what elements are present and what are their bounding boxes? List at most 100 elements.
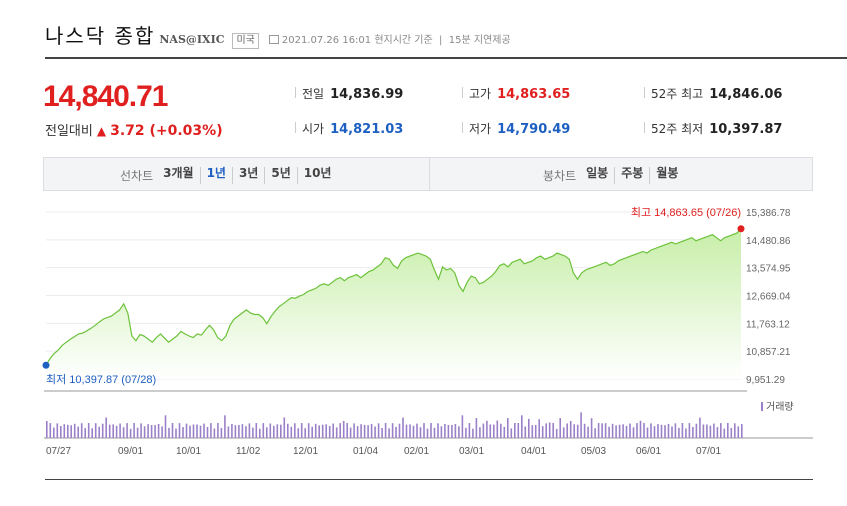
period-3m[interactable]: 3개월 [163,166,194,180]
volume-bar [419,427,422,438]
volume-bar [363,424,366,438]
volume-bar [587,426,589,438]
volume-bar [625,425,628,438]
volume-bar [185,423,188,438]
volume-bar [67,424,69,438]
volume-bar [405,424,408,438]
volume-bar [391,423,394,438]
volume-bar [245,426,247,438]
volume-bar [241,424,244,438]
volume-bar [335,427,338,438]
timestamp: 2021.07.26 16:01 현지시간 기준 | 15분 지연제공 [268,31,511,46]
volume-bar [283,417,286,438]
volume-bar [318,425,320,438]
volume-bar [161,426,163,438]
volume-bar [646,427,649,438]
volume-bar [695,423,698,438]
high-annotation: 최고 14,863.65 (07/26) [631,206,741,219]
x-tick-label: 05/03 [581,446,606,457]
volume-bar [273,425,275,438]
volume-bar [56,423,59,438]
volume-bar [70,425,72,438]
volume-bar [534,424,537,438]
period-1y[interactable]: 1년 [199,167,232,184]
volume-bar [377,423,380,438]
volume-bar [653,426,656,438]
volume-bar [53,427,55,438]
volume-bar [402,417,404,438]
volume-bar [514,423,516,438]
line-chart-label: 선차트 [120,169,154,183]
price-chart: 15,386.78 14,480.86 13,574.95 12,669.04 11,7… [42,206,813,457]
stat-value: 14,790.49 [497,122,571,137]
candle-daily[interactable]: 일봉 [586,166,609,180]
volume-bar [262,423,265,438]
period-5y[interactable]: 5년 [264,167,296,184]
volume-bar [199,425,202,438]
volume-bar [280,424,282,438]
volume-bar [220,427,223,438]
volume-bar [692,427,694,438]
volume-bar [101,423,104,438]
x-tick-label: 07/27 [46,446,71,457]
volume-bar [678,427,680,438]
volume-bar [444,424,446,438]
volume-bar [276,424,279,438]
volume-bar [713,423,715,438]
candle-monthly[interactable]: 월봉 [649,167,684,184]
volume-bar [496,420,499,438]
price-area-fill [46,228,741,379]
volume-bar [472,428,474,438]
x-tick-label: 12/01 [293,446,318,457]
volume-bar [314,423,317,438]
period-3y[interactable]: 3년 [231,167,264,184]
y-tick-label: 15,386.78 [746,208,791,219]
volume-bar [129,428,132,438]
volume-bar [300,423,303,438]
volume-bar [727,423,729,438]
volume-bar [196,424,198,438]
volume-bar [80,423,83,438]
volume-bar [108,424,111,438]
volume-bar [734,423,736,438]
volume-bar [210,423,212,438]
volume-bar [395,426,397,438]
volume-bar [615,425,617,438]
stat-52w-high: 52주 최고 14,846.06 [643,85,782,102]
volume-bar [730,427,733,438]
candle-chart-options: 봉차트 일봉 주봉 월봉 [543,167,684,184]
volume-bar [493,424,495,438]
volume-bar [126,423,128,438]
volume-bar [433,427,436,438]
x-tick-label: 01/04 [353,446,378,457]
volume-bar [367,425,369,438]
stat-value: 14,836.99 [330,87,404,102]
volume-bar [440,426,443,438]
period-10y[interactable]: 10년 [296,167,338,184]
volume-bar [388,428,390,438]
volume-bar [423,423,425,438]
volume-bar [409,424,411,438]
volume-bar [94,423,97,438]
volume-bar [168,427,170,438]
stat-52w-low: 52주 최저 10,397.87 [643,120,782,137]
volume-bar [87,423,90,438]
volume-bar [290,426,293,438]
volume-bar [98,426,100,438]
stat-label: 저가 [469,122,492,136]
volume-bar [650,423,652,438]
volume-bar [384,423,387,438]
volume-bar [660,424,663,438]
volume-bar [468,423,471,438]
x-tick-label: 10/01 [176,446,201,457]
volume-bar [234,425,237,438]
candle-weekly[interactable]: 주봉 [614,167,649,184]
volume-bar [657,424,659,438]
volume-bar [709,425,712,438]
x-tick-label: 09/01 [118,446,143,457]
volume-bar [227,426,230,438]
volume-bar [311,426,313,438]
volume-bar [559,418,561,438]
volume-bar [192,424,195,438]
stat-low: 저가 14,790.49 [461,120,571,137]
